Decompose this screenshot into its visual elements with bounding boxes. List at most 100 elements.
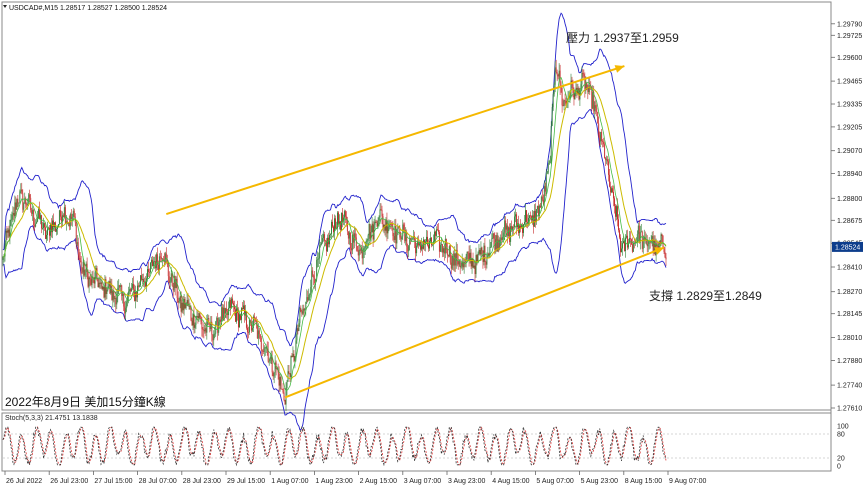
candle-body [521,225,522,228]
candle-body [369,224,371,239]
candle-body [310,287,312,294]
candle-body [110,285,112,294]
candle-body [551,107,553,126]
candle-body [371,223,373,233]
candle-body [82,261,84,273]
candle-body [339,221,340,224]
candle-body [645,239,647,241]
candle-body [325,240,327,242]
candle-body [313,275,315,278]
price-tick-label: 1.28675 [837,218,862,225]
candle-body [471,258,473,267]
candle-body [523,224,524,233]
candle-body [586,82,588,88]
candle-body [456,249,458,261]
candle-body [88,277,90,287]
candle-body [100,282,102,284]
candle-body [486,256,488,265]
candle-body [65,221,67,224]
candle-body [185,303,187,309]
candle-body [636,234,638,243]
upper-band-line [2,12,667,347]
candle-body [359,249,361,251]
stochastic-pane [1,412,832,472]
candle-body [202,329,204,330]
candle-body [445,238,447,250]
price-tick-label: 1.29070 [837,148,862,155]
candle-body [412,238,414,239]
candle-body [392,226,394,237]
candle-body [289,373,291,377]
candle-body [17,198,19,204]
candle-body [430,237,431,242]
candle-body [547,164,549,173]
candle-body [535,209,537,222]
candle-body [49,227,50,236]
candle-body [651,236,653,242]
candle-body [64,207,66,224]
candle-body [366,240,368,242]
candle-body [648,241,650,244]
time-tick-label: 4 Aug 15:00 [492,478,529,485]
candle-body [164,253,166,263]
candle-body [61,215,63,222]
candle-body [112,291,114,301]
candle-body [360,248,362,251]
candle-body [326,240,328,252]
candle-body [253,316,255,319]
candle-body [35,223,37,227]
candle-body [620,237,621,253]
candle-body [335,218,336,229]
candle-body [538,205,540,216]
candle-body [121,285,123,297]
candle-body [141,275,142,280]
candle-body [357,250,359,256]
candle-body [374,221,376,225]
candle-body [229,299,231,308]
candle-body [424,239,425,244]
candle-body [169,280,171,283]
candle-body [475,255,477,274]
price-tick-label: 1.29205 [837,124,862,131]
candle-body [263,348,265,352]
candle-body [305,301,307,310]
candle-body [352,234,354,243]
band-lines [2,12,667,431]
candle-body [561,87,563,106]
candle-body [477,253,479,262]
candle-body [60,216,62,222]
candle-body [33,209,35,226]
candle-body [165,253,167,260]
candle-body [68,222,70,227]
candle-body [52,220,53,233]
candle-body [350,248,352,251]
candle-body [324,234,326,241]
candle-body [246,327,248,333]
candle-body [516,214,518,228]
candle-body [130,289,132,292]
candle-body [201,321,203,330]
candle-body [267,349,269,362]
candle-body [386,219,388,234]
candle-body [606,159,608,161]
candle-body [93,277,95,284]
candle-body [578,88,580,100]
candle-body [418,241,420,246]
candle-body [411,238,413,240]
candle-body [528,218,529,224]
candle-body [626,235,628,248]
time-tick-label: 28 Jul 23:00 [183,478,221,485]
candle-body [290,355,292,377]
candle-body [24,198,26,204]
candle-body [78,252,80,258]
candle-body [43,223,45,229]
candle-body [322,238,324,243]
candle-body [216,318,218,322]
candle-body [608,161,610,175]
candle-body [461,261,463,266]
candle-body [378,217,380,221]
candle-body [499,240,501,250]
candle-body [429,241,430,249]
candle-body [397,226,399,236]
candle-body [500,237,502,241]
